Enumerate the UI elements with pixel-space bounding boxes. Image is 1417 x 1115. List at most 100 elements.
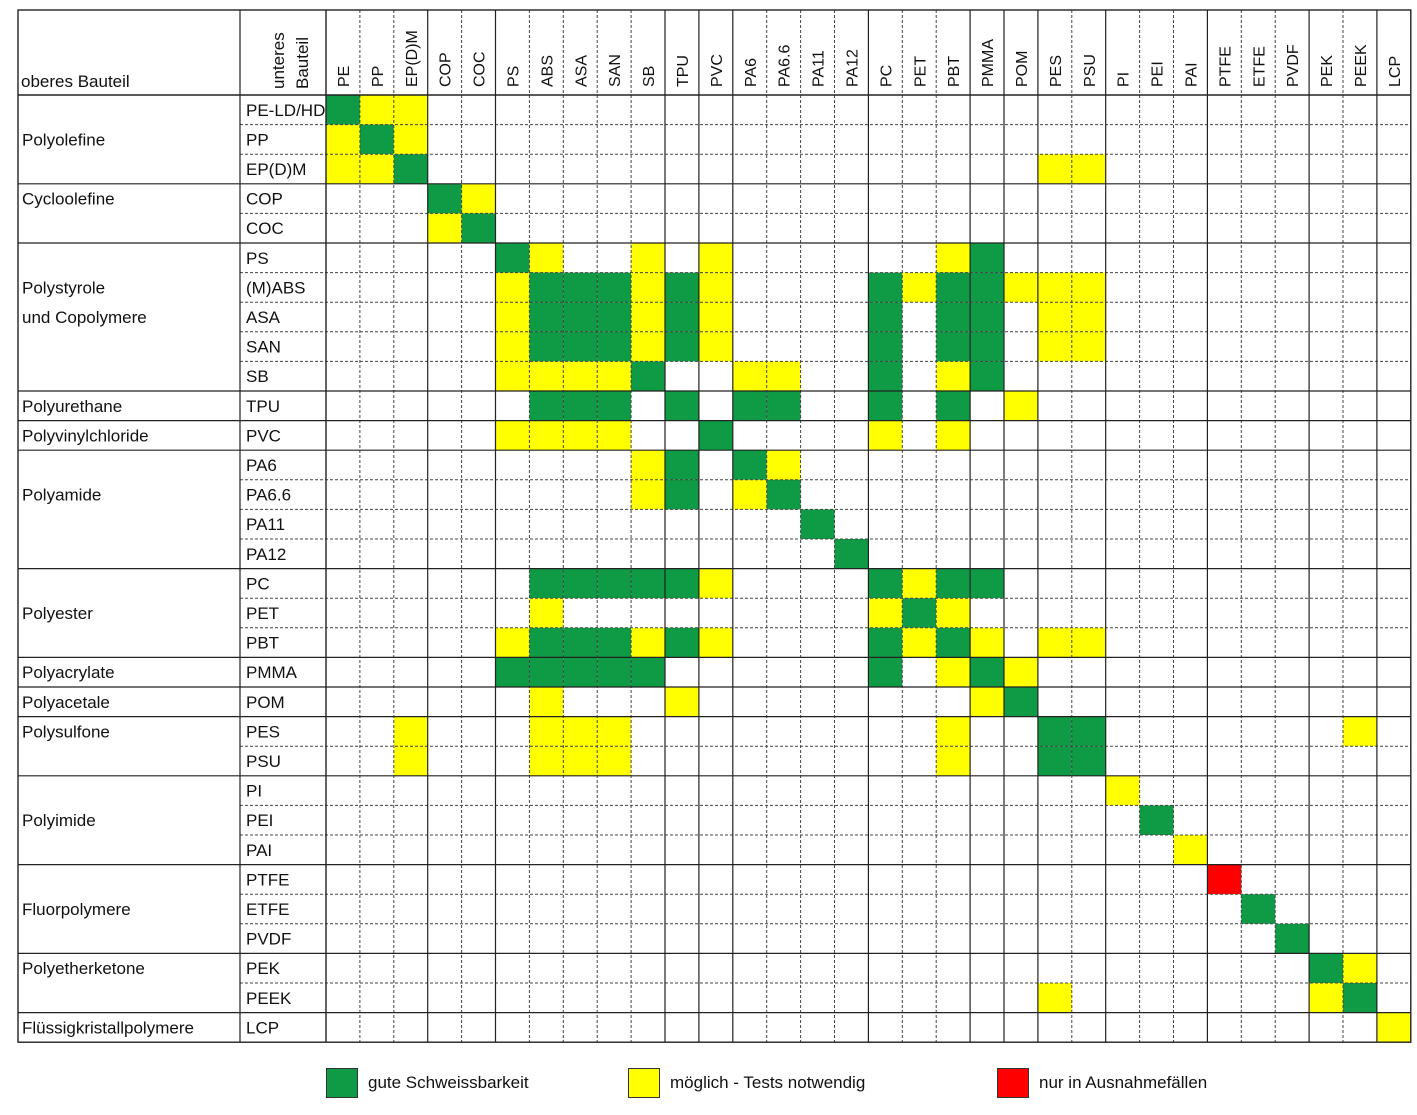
matrix-cell	[868, 272, 903, 303]
row-label: PE-LD/HD	[246, 101, 325, 120]
matrix-cell	[631, 243, 665, 273]
matrix-cell	[936, 657, 971, 687]
matrix-cell	[597, 627, 632, 658]
row-label: PBT	[246, 634, 279, 653]
matrix-cell	[970, 627, 1004, 658]
matrix-cell	[461, 183, 496, 214]
matrix-cell	[936, 361, 971, 391]
matrix-cell	[597, 361, 632, 391]
group-label: Fluorpolymere	[22, 900, 131, 919]
column-header: PA6	[743, 58, 760, 87]
matrix-cell	[529, 657, 564, 687]
row-label: PI	[246, 782, 262, 801]
matrix-cell	[597, 716, 632, 747]
row-label: (M)ABS	[246, 278, 306, 297]
matrix-cell	[800, 509, 835, 539]
column-header: PC	[878, 65, 895, 87]
matrix-cell	[563, 746, 598, 776]
row-label: PET	[246, 604, 279, 623]
matrix-cell	[665, 687, 699, 717]
matrix-cell	[495, 627, 530, 658]
matrix-cell	[732, 450, 767, 480]
matrix-cell	[529, 627, 564, 658]
matrix-cell	[1037, 331, 1072, 362]
row-label: ASA	[246, 308, 281, 327]
matrix-cell	[359, 124, 394, 155]
column-header: PS	[505, 66, 522, 87]
matrix-cell	[495, 302, 530, 332]
matrix-cell	[1275, 923, 1310, 954]
column-header: COP	[438, 52, 455, 87]
row-label: PVC	[246, 426, 281, 445]
matrix-cell	[1037, 627, 1072, 658]
matrix-cell	[665, 391, 699, 421]
matrix-cell	[698, 420, 733, 451]
row-label: PEI	[246, 811, 273, 830]
matrix-cell	[631, 568, 665, 599]
matrix-cell	[868, 627, 903, 658]
column-header: PI	[1116, 72, 1133, 87]
column-header: COC	[472, 51, 489, 87]
matrix-cell	[1037, 983, 1072, 1013]
matrix-cell	[597, 331, 632, 362]
matrix-cell	[563, 568, 598, 599]
column-header: TPU	[675, 55, 692, 87]
column-header: ETFE	[1251, 46, 1268, 87]
matrix-cell	[1071, 716, 1106, 747]
matrix-cell	[970, 272, 1004, 303]
matrix-cell	[631, 627, 665, 658]
matrix-cell	[834, 539, 869, 569]
column-header: PET	[912, 56, 929, 87]
matrix-cell	[766, 479, 801, 510]
matrix-cell	[597, 391, 632, 421]
matrix-cell	[665, 568, 699, 599]
matrix-cell	[1071, 627, 1106, 658]
row-label: LCP	[246, 1018, 279, 1037]
matrix-cell	[732, 479, 767, 510]
matrix-cell	[393, 154, 428, 184]
column-header: PA12	[844, 49, 861, 87]
column-header: PEEK	[1353, 44, 1370, 87]
matrix-cell	[393, 746, 428, 776]
column-header: PAI	[1183, 62, 1200, 87]
matrix-cell	[393, 716, 428, 747]
matrix-cell	[631, 479, 665, 510]
matrix-cell	[495, 420, 530, 451]
column-header: PVC	[709, 54, 726, 87]
legend-label-good: gute Schweissbarkeit	[368, 1073, 529, 1092]
matrix-cell	[563, 361, 598, 391]
row-label: COC	[246, 219, 284, 238]
matrix-cell	[902, 598, 937, 628]
matrix-cell	[698, 243, 733, 273]
matrix-cell	[1343, 716, 1377, 747]
matrix-cell	[529, 746, 564, 776]
matrix-cell	[1343, 953, 1377, 983]
matrix-border	[17, 9, 1412, 1043]
matrix-cell	[970, 687, 1004, 717]
matrix-cell	[326, 154, 360, 184]
legend-label-possible: möglich - Tests notwendig	[670, 1073, 866, 1092]
matrix-cell	[597, 302, 632, 332]
row-label: PSU	[246, 752, 281, 771]
row-label: SAN	[246, 338, 281, 357]
column-header: PEI	[1150, 61, 1167, 87]
matrix-cell	[563, 272, 598, 303]
matrix-cell	[970, 302, 1004, 332]
matrix-cell	[326, 124, 360, 155]
row-label: EP(D)M	[246, 160, 306, 179]
matrix-cell	[1071, 154, 1106, 184]
matrix-cell	[868, 361, 903, 391]
legend-swatch-green	[326, 1068, 358, 1098]
legend-swatch-red	[997, 1068, 1029, 1098]
matrix-cell	[563, 302, 598, 332]
legend-item-possible: möglich - Tests notwendig	[628, 1068, 865, 1098]
matrix-cell	[665, 272, 699, 303]
matrix-cell	[393, 95, 428, 125]
column-header: PES	[1048, 55, 1065, 87]
row-label: TPU	[246, 397, 280, 416]
column-axis-label: unteres	[269, 32, 288, 89]
row-label: PMMA	[246, 663, 298, 682]
matrix-cell	[1037, 746, 1072, 776]
legend-item-good: gute Schweissbarkeit	[326, 1068, 529, 1098]
row-label: PA6	[246, 456, 277, 475]
